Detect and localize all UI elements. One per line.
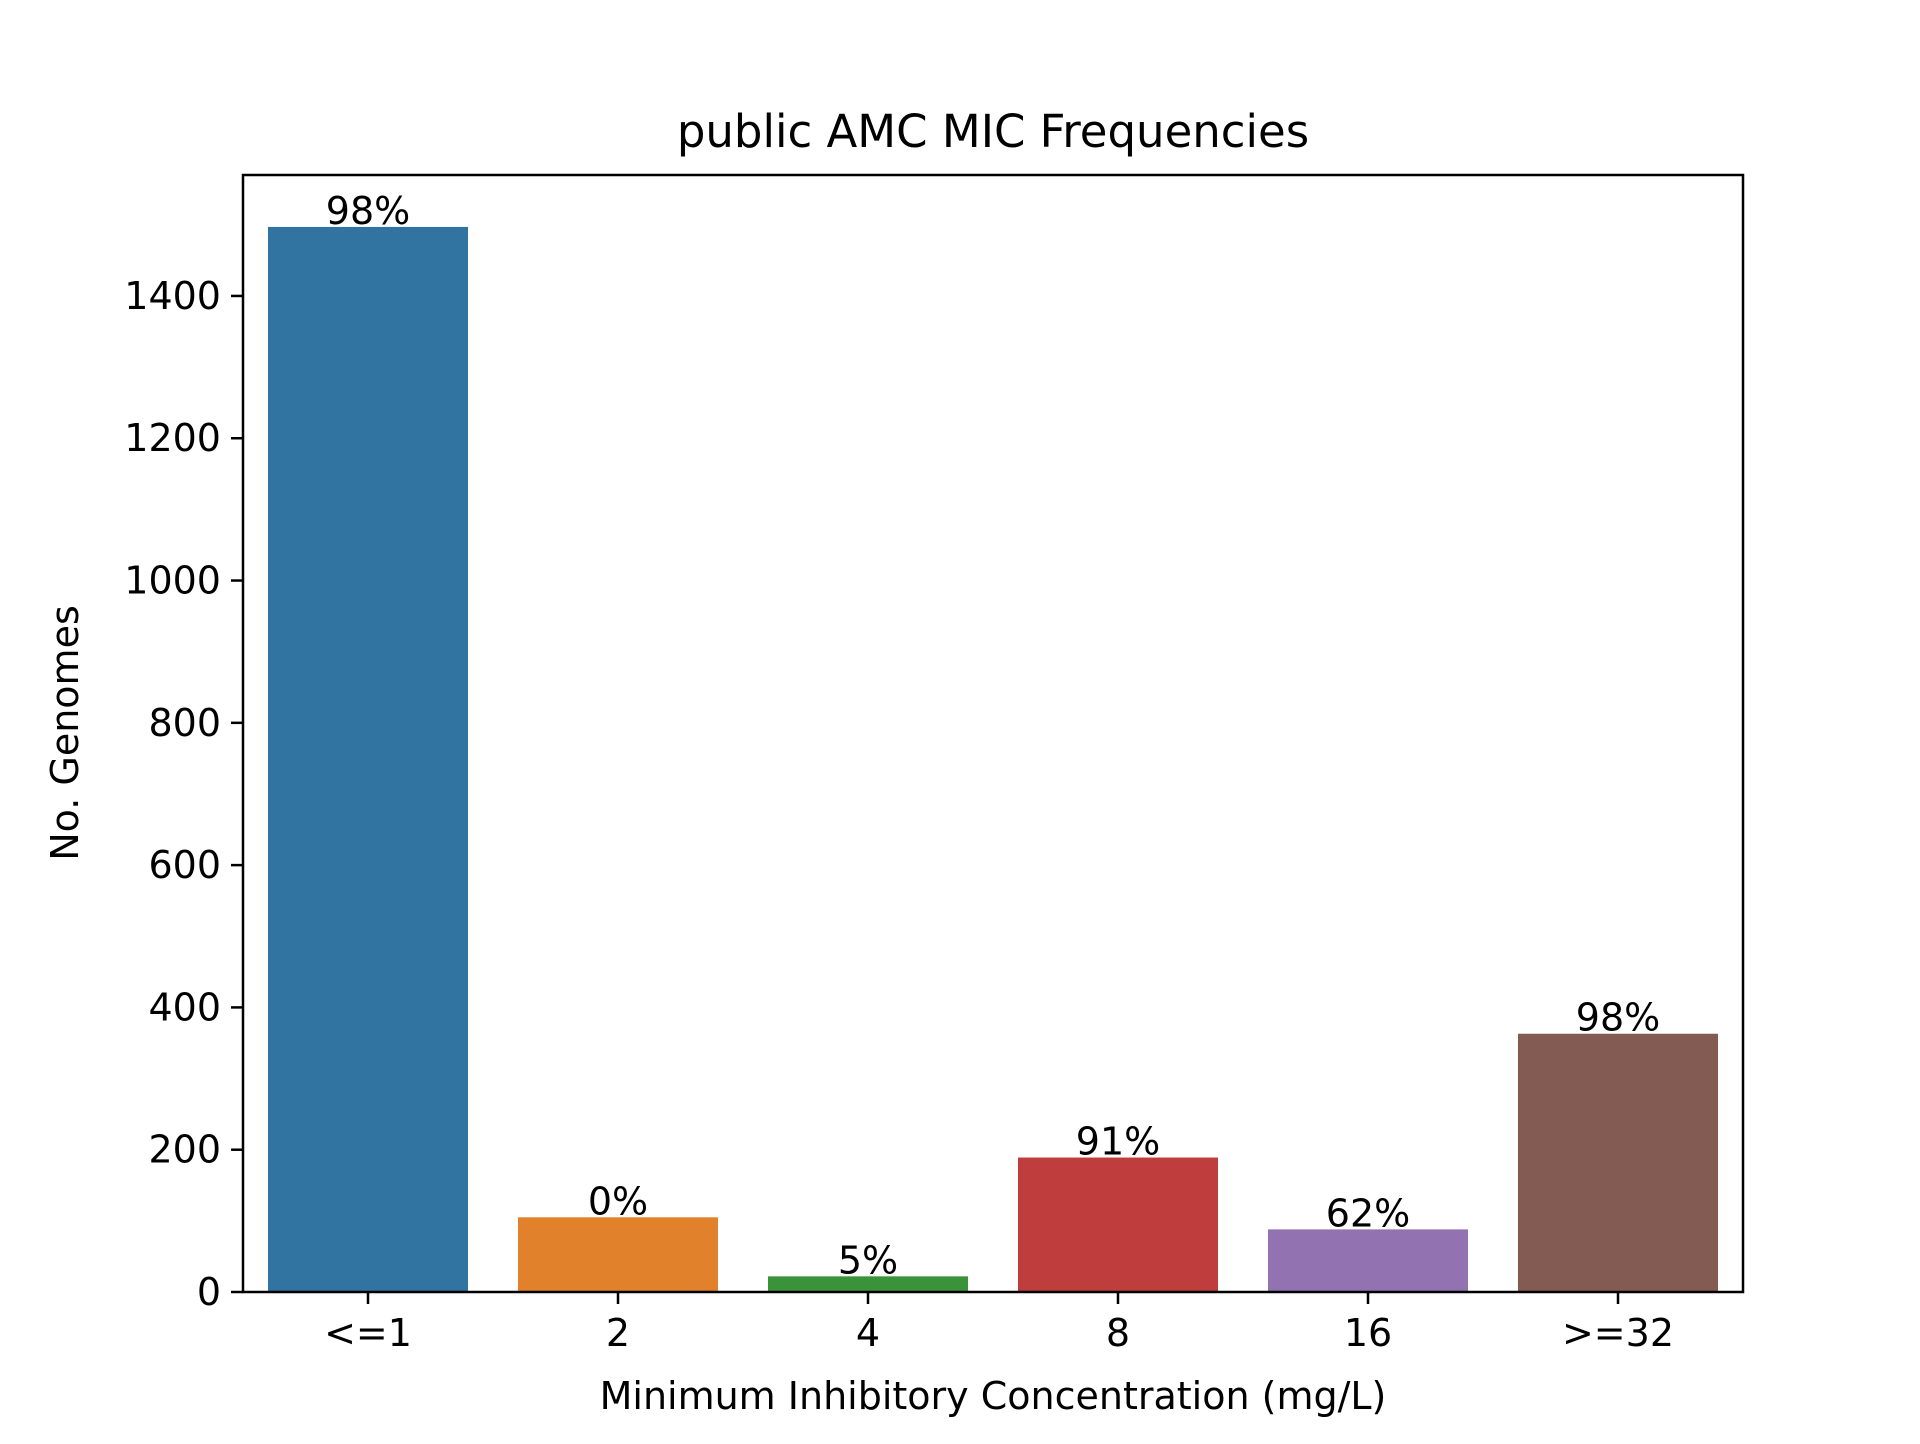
y-tick-label-1: 200 xyxy=(148,1128,221,1172)
data-label-1: 0% xyxy=(588,1179,648,1223)
x-axis-label: Minimum Inhibitory Concentration (mg/L) xyxy=(600,1374,1387,1418)
data-label-0: 98% xyxy=(326,189,410,233)
x-tick-label-1: 2 xyxy=(606,1311,630,1355)
x-tick-label-4: 16 xyxy=(1344,1311,1392,1355)
x-tick-label-2: 4 xyxy=(856,1311,880,1355)
data-label-5: 98% xyxy=(1576,996,1660,1040)
bar-2 xyxy=(768,1276,968,1292)
y-tick-label-5: 1000 xyxy=(124,559,221,603)
chart-title: public AMC MIC Frequencies xyxy=(677,105,1309,158)
y-tick-label-6: 1200 xyxy=(124,416,221,460)
y-tick-label-7: 1400 xyxy=(124,274,221,318)
y-axis-label: No. Genomes xyxy=(43,605,87,861)
bar-0 xyxy=(268,226,468,1293)
data-labels-layer: 98% 0% 5% 91% 62% 98% xyxy=(326,189,1660,1282)
data-label-4: 62% xyxy=(1326,1191,1410,1235)
bar-1 xyxy=(518,1217,718,1292)
x-tick-label-0: <=1 xyxy=(324,1311,412,1355)
plot-frame xyxy=(241,173,1745,1294)
y-axis: 0 200 400 600 800 1000 1200 1400 xyxy=(124,274,243,1314)
x-axis: <=1 2 4 8 16 >=32 xyxy=(324,1292,1674,1355)
y-tick-label-0: 0 xyxy=(197,1270,221,1314)
x-tick-label-3: 8 xyxy=(1106,1311,1130,1355)
bar-5 xyxy=(1518,1033,1718,1292)
y-tick-label-3: 600 xyxy=(148,843,221,887)
data-label-3: 91% xyxy=(1076,1120,1160,1164)
bar-4 xyxy=(1268,1229,1468,1292)
y-tick-label-2: 400 xyxy=(148,985,221,1029)
data-label-2: 5% xyxy=(838,1238,898,1282)
x-tick-label-5: >=32 xyxy=(1562,1311,1674,1355)
y-tick-label-4: 800 xyxy=(148,701,221,745)
bar-3 xyxy=(1018,1157,1218,1292)
bars-layer xyxy=(268,226,1718,1293)
